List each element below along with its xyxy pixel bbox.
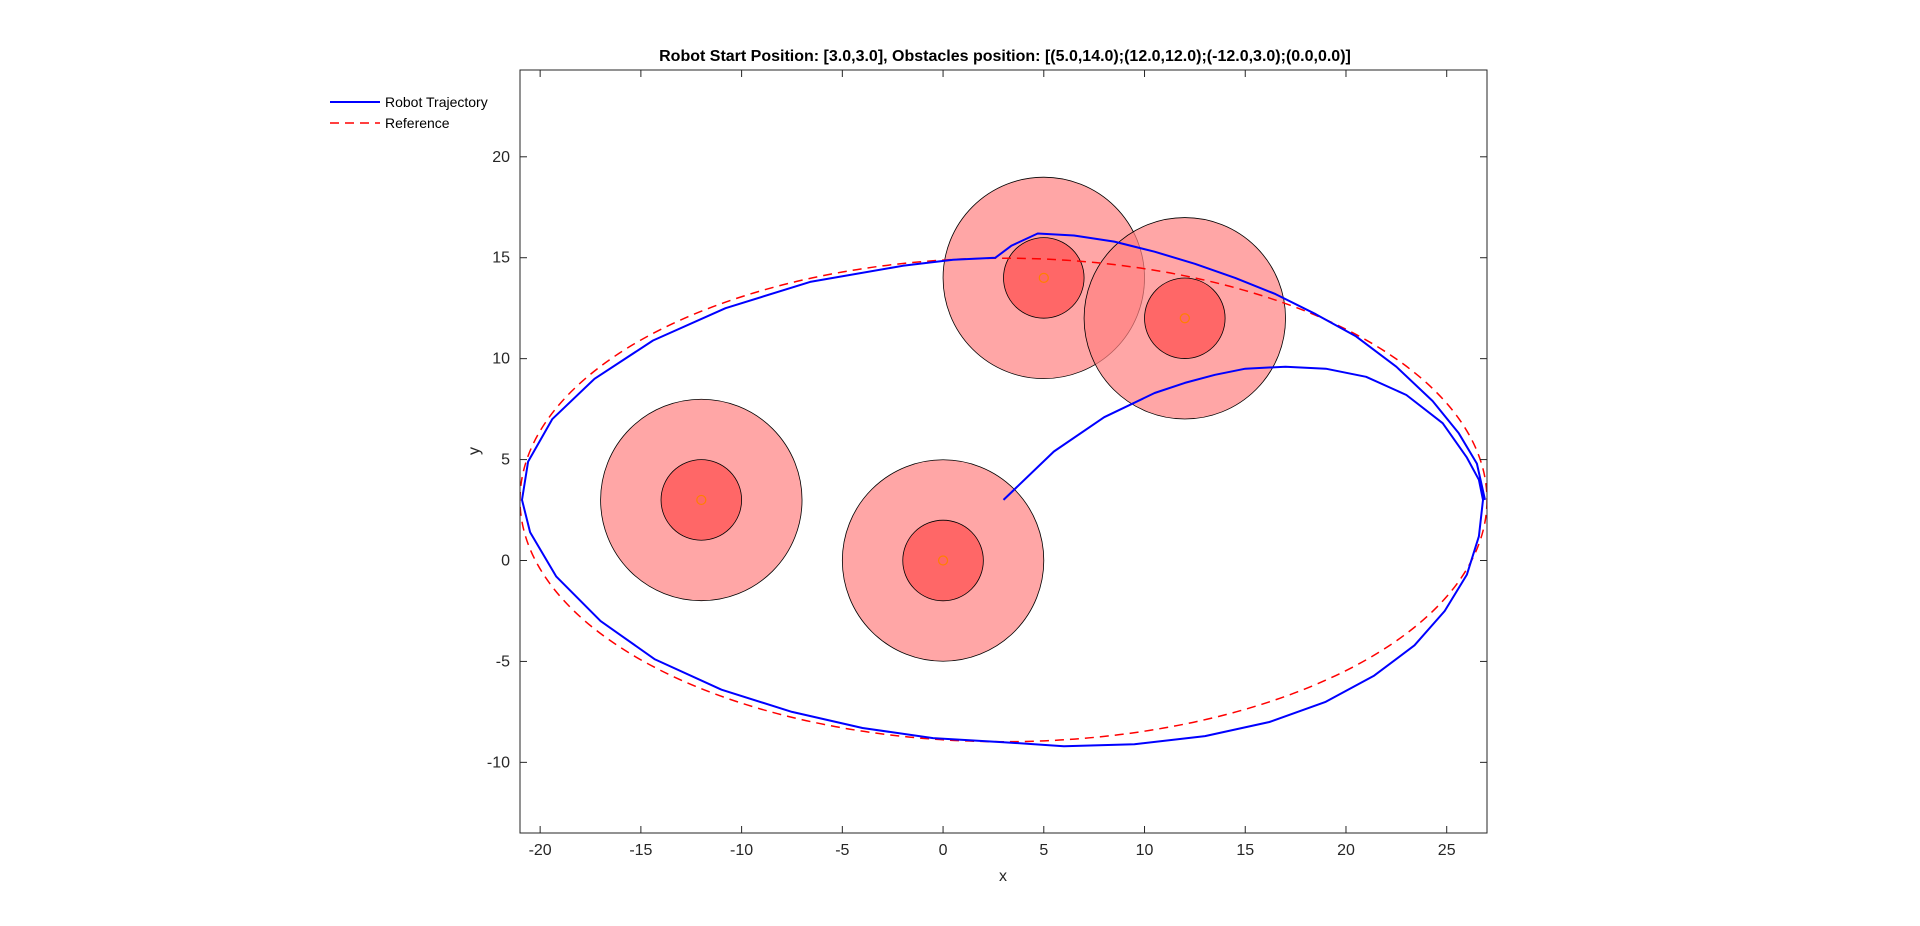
ticks-layer: -20 -15 -10 -5 0 5 10 15 20 25 -10 -5 0 5 10 15 20 bbox=[487, 70, 1487, 859]
x-tick-label: 20 bbox=[1337, 842, 1355, 859]
x-tick-label: -5 bbox=[835, 842, 849, 859]
obstacle-0-center-marker bbox=[1038, 272, 1049, 284]
y-tick-label: 15 bbox=[492, 250, 510, 267]
series-layer bbox=[520, 232, 1487, 748]
x-tick-label: 0 bbox=[939, 842, 948, 859]
x-tick-label: 15 bbox=[1236, 842, 1254, 859]
robot-trajectory-line bbox=[521, 232, 1486, 748]
axes-box bbox=[519, 69, 1488, 834]
obstacle-2-center-marker bbox=[696, 494, 707, 506]
x-tick-label: -20 bbox=[529, 842, 552, 859]
obstacle-1-inner-zone bbox=[1144, 277, 1226, 359]
y-tick-label: 20 bbox=[492, 149, 510, 166]
x-tick-label: -15 bbox=[629, 842, 652, 859]
obstacle-2-inner-zone bbox=[660, 459, 743, 541]
x-tick-label: -10 bbox=[730, 842, 753, 859]
legend-label-robot-trajectory: Robot Trajectory bbox=[385, 94, 488, 110]
y-tick-label: 5 bbox=[501, 452, 510, 469]
chart-title: Robot Start Position: [3.0,3.0], Obstacl… bbox=[659, 48, 1351, 65]
obstacle-1-center-marker bbox=[1179, 313, 1190, 324]
y-tick-label: -10 bbox=[487, 754, 510, 771]
y-tick-label: 10 bbox=[492, 351, 510, 368]
legend-label-reference: Reference bbox=[385, 115, 450, 131]
x-tick-label: 10 bbox=[1136, 842, 1154, 859]
plot-area bbox=[520, 176, 1487, 748]
legend: Robot Trajectory Reference bbox=[330, 94, 488, 131]
obstacle-3-center-marker bbox=[937, 555, 949, 566]
x-axis-label: x bbox=[999, 868, 1007, 885]
obstacle-0-inner-zone bbox=[1003, 237, 1085, 319]
y-tick-label: 0 bbox=[501, 553, 510, 570]
y-axis-label: y bbox=[466, 447, 483, 455]
x-tick-label: 5 bbox=[1039, 842, 1048, 859]
y-tick-label: -5 bbox=[496, 653, 510, 670]
legend-item-reference: Reference bbox=[330, 115, 450, 131]
obstacle-3-inner-zone bbox=[902, 519, 984, 602]
obstacles-layer bbox=[600, 176, 1286, 662]
x-tick-label: 25 bbox=[1438, 842, 1456, 859]
legend-item-robot-trajectory: Robot Trajectory bbox=[330, 94, 488, 110]
